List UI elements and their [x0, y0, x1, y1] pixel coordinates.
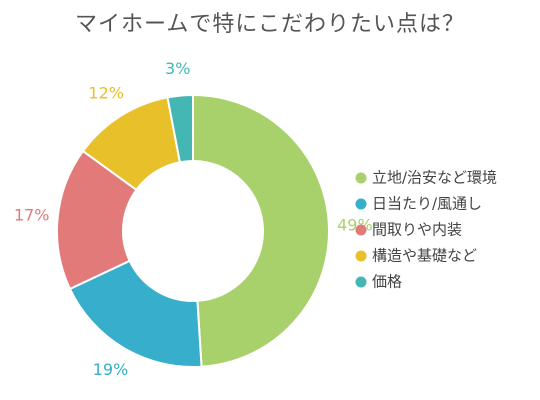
legend-item-1: 立地/治安など環境	[355, 169, 497, 187]
legend-marker-4	[355, 250, 367, 262]
value-label-4: 12%	[88, 84, 124, 103]
value-label-2: 19%	[93, 360, 129, 379]
value-label-1: 49%	[337, 215, 373, 234]
legend-item-5: 価格	[355, 273, 402, 291]
legend-label-1: 立地/治安など環境	[372, 169, 497, 187]
legend-marker-3	[355, 224, 367, 236]
slice-5	[166, 93, 194, 164]
value-label-5: 3%	[165, 59, 190, 78]
slice-2	[68, 259, 203, 368]
value-label-3: 17%	[14, 205, 50, 224]
legend-marker-5	[355, 276, 367, 288]
chart-title: マイホームで特にこだわりたい点は？	[75, 12, 465, 37]
legend-label-2: 日当たり/風通し	[372, 195, 482, 213]
legend-marker-2	[355, 198, 367, 210]
legend-label-5: 価格	[372, 273, 402, 291]
slices-group	[56, 93, 330, 368]
legend-marker-1	[355, 172, 367, 184]
legend-item-3: 間取りや内装	[355, 221, 462, 239]
legend-item-2: 日当たり/風通し	[355, 195, 482, 213]
legend-label-3: 間取りや内装	[372, 221, 462, 239]
legend-item-4: 構造や基礎など	[355, 247, 477, 265]
slice-1	[192, 93, 330, 368]
legend-label-4: 構造や基礎など	[372, 247, 477, 265]
